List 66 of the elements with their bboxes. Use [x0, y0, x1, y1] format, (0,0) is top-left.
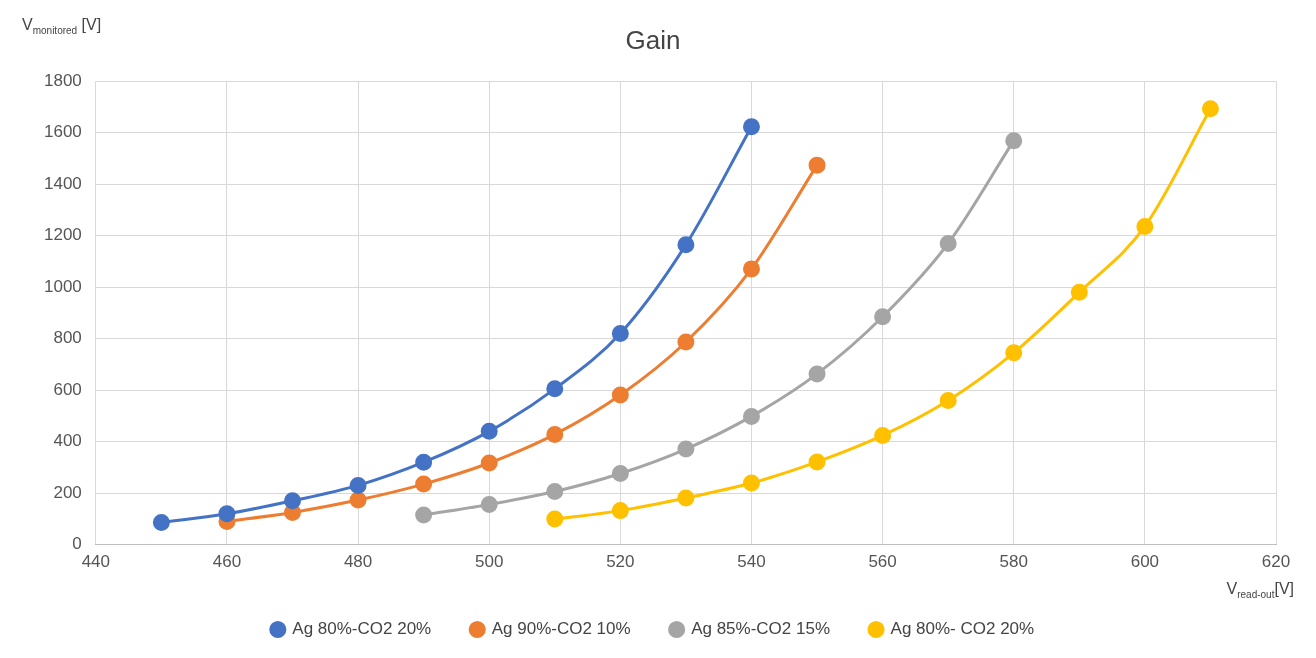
point [546, 510, 564, 528]
x-tick-label: 480 [343, 552, 373, 572]
point [939, 391, 957, 409]
point [808, 365, 826, 383]
point [1070, 283, 1088, 301]
point [480, 454, 498, 472]
point [349, 476, 367, 494]
point [218, 505, 236, 523]
point [742, 260, 760, 278]
legend-label: Ag 80%-CO2 20% [292, 619, 432, 639]
point [742, 407, 760, 425]
point [677, 489, 695, 507]
point [742, 474, 760, 492]
point [1005, 132, 1023, 150]
point [546, 425, 564, 443]
point [546, 380, 564, 398]
point [874, 308, 892, 326]
y-axis-title: V$_{monitored}$ [V] [22, 16, 102, 37]
legend-label: Ag 90%-CO2 10% [491, 619, 631, 639]
x-tick-label: 460 [212, 552, 242, 572]
x-tick-label: 580 [999, 552, 1028, 572]
point [152, 513, 170, 531]
x-tick-label: 540 [737, 552, 766, 572]
point [1005, 344, 1023, 362]
y-tick-label: 1400 [43, 173, 82, 193]
point [284, 492, 302, 510]
point [677, 236, 695, 254]
point [349, 491, 367, 509]
point [415, 453, 433, 471]
chart-title: Gain [625, 24, 681, 55]
point [480, 495, 498, 513]
x-tick-label: 620 [1261, 552, 1291, 572]
x-axis-title: V$_{read-out}$[V] [1226, 580, 1294, 601]
legend-label: Ag 85%-CO2 15% [691, 619, 831, 639]
x-tick-label: 500 [475, 552, 504, 572]
y-tick-label: 400 [53, 431, 82, 451]
x-tick-label: 440 [81, 552, 111, 572]
legend-label: Ag 80%- CO2 20% [890, 619, 1035, 639]
point [808, 156, 826, 174]
point [742, 118, 760, 136]
y-tick-label: 0 [72, 534, 82, 554]
point [677, 440, 695, 458]
point [939, 234, 957, 252]
y-tick-label: 1600 [43, 122, 82, 142]
y-tick-label: 1200 [43, 225, 82, 245]
y-tick-label: 800 [53, 328, 82, 348]
point [415, 506, 433, 524]
point [1136, 217, 1154, 235]
point [546, 483, 564, 501]
point [808, 453, 826, 471]
point [480, 422, 498, 440]
y-tick-label: 1800 [43, 70, 82, 90]
x-tick-label: 520 [606, 552, 635, 572]
point [415, 475, 433, 493]
point [1201, 100, 1219, 118]
y-tick-label: 200 [53, 482, 82, 502]
point [611, 386, 629, 404]
point [874, 426, 892, 444]
point [677, 333, 695, 351]
y-tick-label: 600 [53, 379, 82, 399]
point [611, 502, 629, 520]
x-tick-label: 560 [868, 552, 897, 572]
point [611, 325, 629, 342]
x-tick-label: 600 [1130, 552, 1160, 572]
point [611, 465, 629, 483]
y-tick-label: 1000 [43, 276, 82, 296]
